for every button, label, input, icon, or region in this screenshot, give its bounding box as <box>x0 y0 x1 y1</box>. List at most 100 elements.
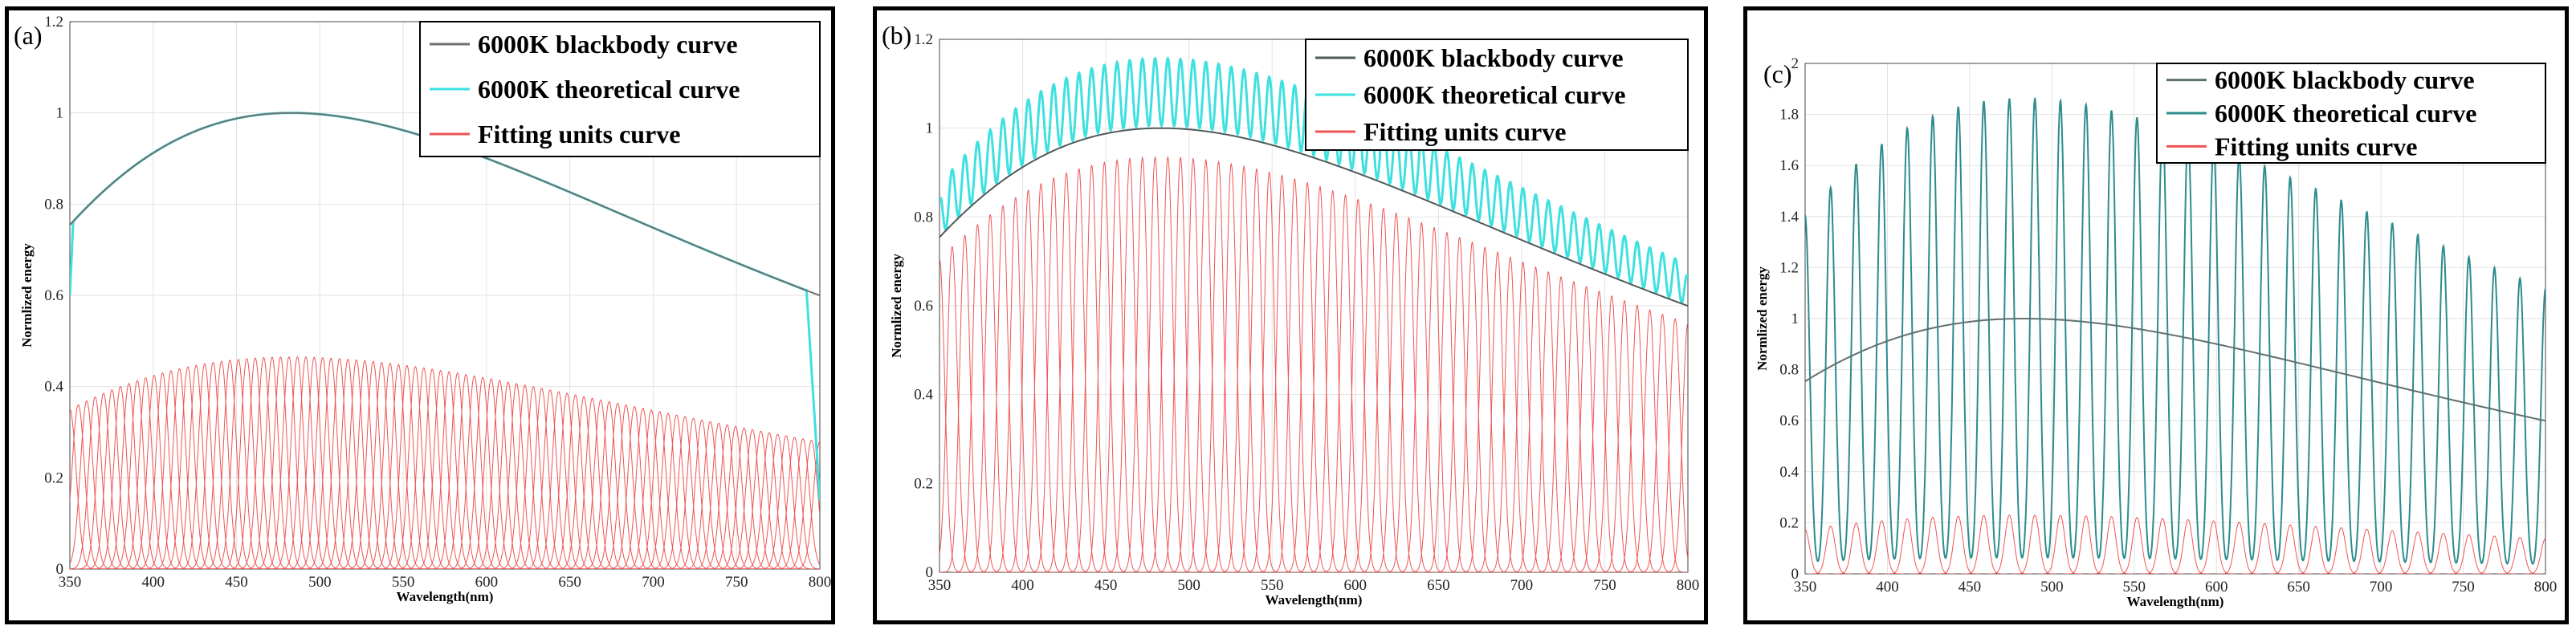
theoretical-curve <box>940 56 1688 304</box>
legend-entry: 6000K theoretical curve <box>478 75 740 104</box>
fitting-unit-peak <box>1458 246 1511 572</box>
fitting-unit-peak <box>70 408 102 569</box>
y-axis-label: Normlized energy <box>889 254 904 358</box>
legend-box <box>419 21 821 157</box>
y-tick-label: 1.2 <box>44 14 63 30</box>
fitting-unit-peak <box>2191 520 2236 574</box>
legend: 6000K blackbody curve 6000K theoretical c… <box>419 21 821 157</box>
series-group <box>940 56 1688 572</box>
fitting-unit-peak <box>1370 212 1422 572</box>
series-group <box>1805 96 2545 574</box>
fitting-unit-peak <box>2089 516 2134 574</box>
fitting-unit-peak <box>1141 156 1194 572</box>
fitting-unit-peak <box>1805 529 1828 574</box>
x-axis-label: Wavelength(nm) <box>2127 594 2224 609</box>
blackbody-curve <box>940 127 1688 307</box>
x-axis-label: Wavelength(nm) <box>1266 592 1363 608</box>
y-tick-label: 0 <box>926 564 934 581</box>
fitting-unit-peak <box>1433 236 1486 572</box>
x-tick-label: 350 <box>59 574 82 591</box>
fitting-unit-peak <box>1522 270 1575 572</box>
fitting-unit-peak <box>70 396 128 569</box>
legend-entry: 6000K blackbody curve <box>1363 43 1624 72</box>
fitting-unit-peak <box>1268 177 1321 572</box>
panel-label: (a) <box>14 21 43 50</box>
blackbody-curve <box>1805 318 2545 422</box>
fitting-unit-peak <box>1961 514 2006 574</box>
panel-c: (c) 350 400 450 500 550 600 650 700 750 800 0 0.2 0.… <box>1743 6 2569 624</box>
y-tick-label: 0.2 <box>914 475 933 492</box>
fitting-unit-peak <box>1572 290 1625 572</box>
fitting-unit-peak <box>1319 193 1372 572</box>
fitting-unit-peak <box>2523 538 2545 574</box>
fitting-unit-peak <box>1611 304 1663 572</box>
fitting-unit-peak <box>1040 172 1093 572</box>
fitting-units-curve <box>940 156 1688 572</box>
fitting-unit-peak <box>1154 156 1207 572</box>
fitting-unit-peak <box>1116 156 1168 572</box>
fitting-unit-peak <box>1256 174 1308 572</box>
y-axis-label: Normlized energy <box>19 243 35 347</box>
y-tick-label: 1.4 <box>1779 209 1799 226</box>
legend-box <box>2156 63 2546 164</box>
fitting-unit-peak <box>1560 285 1612 572</box>
chart-b: (b) 350 400 450 500 550 600 650 700 750 800 0 0.2 0.… <box>882 21 1699 608</box>
fitting-unit-peak <box>1204 162 1257 572</box>
fitting-unit-peak <box>2166 518 2211 574</box>
x-tick-label: 400 <box>1011 577 1034 594</box>
fitting-unit-peak <box>1661 323 1688 572</box>
fitting-unit-peak <box>2472 535 2517 574</box>
fitting-unit-peak <box>1471 251 1524 572</box>
fitting-unit-peak <box>2318 526 2364 574</box>
fitting-unit-peak <box>1395 221 1448 572</box>
fitting-unit-peak <box>1357 207 1410 572</box>
fitting-unit-peak <box>754 435 818 569</box>
y-tick-label: 0.4 <box>44 379 63 396</box>
fitting-unit-peak <box>762 437 820 569</box>
fitting-unit-peak <box>2114 517 2159 574</box>
fitting-unit-peak <box>1192 160 1245 572</box>
x-tick-label: 600 <box>1344 577 1367 594</box>
fitting-unit-peak <box>1230 168 1283 572</box>
fitting-unit-peak <box>1344 202 1397 572</box>
fitting-unit-peak <box>1808 526 1853 574</box>
x-tick-label: 800 <box>809 574 831 591</box>
legend: 6000K blackbody curve 6000K theoretical c… <box>1305 39 1689 151</box>
fitting-unit-peak <box>1294 185 1347 572</box>
fitting-unit-peak <box>190 360 254 569</box>
y-tick-label: 0.8 <box>1779 362 1799 379</box>
y-tick-label: 1.2 <box>914 31 933 48</box>
fitting-unit-peak <box>1382 217 1435 572</box>
x-tick-label: 600 <box>475 574 499 591</box>
fitting-unit-peak <box>1445 241 1498 572</box>
x-tick-label: 450 <box>225 574 248 591</box>
fitting-units-curve <box>1805 514 2545 574</box>
y-tick-label: 1 <box>56 105 64 122</box>
fitting-unit-peak <box>1180 158 1232 572</box>
y-tick-label: 0.8 <box>44 196 63 213</box>
fitting-unit-peak <box>1833 522 1879 574</box>
x-tick-label: 350 <box>1794 579 1817 595</box>
fitting-unit-peak <box>1585 295 1638 572</box>
fitting-unit-peak <box>1217 165 1270 572</box>
x-tick-label: 450 <box>1094 577 1118 594</box>
fitting-unit-peak <box>2421 533 2466 574</box>
fitting-unit-peak <box>976 205 1029 572</box>
fitting-unit-peak <box>964 213 1017 572</box>
legend: 6000K blackbody curve 6000K theoretical c… <box>2156 63 2546 164</box>
fitting-unit-peak <box>198 360 262 569</box>
fitting-unit-peak <box>1331 198 1384 572</box>
x-tick-label: 400 <box>142 574 165 591</box>
fitting-unit-peak <box>1090 158 1143 572</box>
x-tick-label: 550 <box>2123 579 2146 595</box>
fitting-unit-peak <box>1078 161 1131 572</box>
x-tick-label: 500 <box>2040 579 2064 595</box>
legend-box <box>1305 39 1689 151</box>
fitting-unit-peak <box>1859 520 1904 574</box>
fitting-unit-peak <box>1066 164 1118 572</box>
fitting-unit-peak <box>1509 266 1562 572</box>
fitting-unit-peak <box>2268 524 2313 574</box>
fitting-unit-peak <box>1885 518 1930 574</box>
y-tick-label: 1.2 <box>1779 259 1799 276</box>
x-tick-label: 600 <box>2205 579 2228 595</box>
